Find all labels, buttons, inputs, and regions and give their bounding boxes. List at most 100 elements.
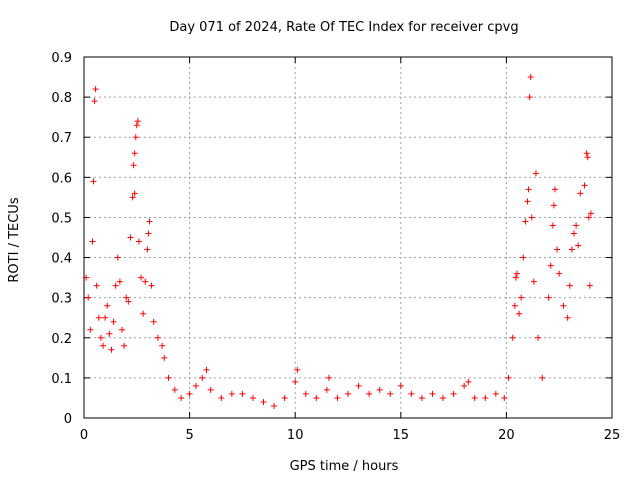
- data-point: [520, 254, 527, 261]
- data-point: [528, 214, 535, 221]
- data-point: [150, 318, 157, 325]
- data-point: [482, 394, 489, 401]
- data-point: [554, 246, 561, 253]
- data-point: [100, 342, 107, 349]
- data-point: [119, 326, 126, 333]
- data-point: [199, 374, 206, 381]
- data-point: [583, 150, 590, 157]
- x-axis-title: GPS time / hours: [290, 459, 399, 474]
- data-point: [145, 230, 152, 237]
- data-point: [85, 294, 92, 301]
- data-point: [102, 314, 109, 321]
- data-point: [471, 394, 478, 401]
- data-point: [239, 390, 246, 397]
- y-tick-label: 0.9: [51, 51, 72, 66]
- data-point: [192, 382, 199, 389]
- data-point: [511, 302, 518, 309]
- data-point: [123, 294, 130, 301]
- data-point: [564, 314, 571, 321]
- data-point: [133, 122, 140, 129]
- y-tick-label: 0.2: [51, 332, 72, 347]
- data-point: [513, 270, 520, 277]
- data-point: [527, 74, 534, 81]
- y-tick-label: 0.1: [51, 372, 72, 387]
- y-tick-label: 0.7: [51, 131, 72, 146]
- data-point: [535, 334, 542, 341]
- axis-ticks: 0 5 10 15 20 25 0 0.1 0.2 0.3 0.4 0.5 0.6 0.7 0.8 0.9: [51, 51, 620, 443]
- data-point: [112, 282, 119, 289]
- data-point: [302, 390, 309, 397]
- data-point: [585, 214, 592, 221]
- data-point: [281, 394, 288, 401]
- data-point: [125, 298, 132, 305]
- data-point: [505, 374, 512, 381]
- data-point: [110, 318, 117, 325]
- data-point: [577, 190, 584, 197]
- data-point: [203, 366, 210, 373]
- data-point: [334, 394, 341, 401]
- y-tick-label: 0.4: [51, 252, 72, 267]
- data-point: [573, 222, 580, 229]
- data-point: [530, 278, 537, 285]
- data-point: [512, 274, 519, 281]
- data-point: [526, 94, 533, 101]
- data-point: [387, 390, 394, 397]
- data-point: [429, 390, 436, 397]
- data-point: [89, 238, 96, 245]
- chart-title: Day 071 of 2024, Rate Of TEC Index for r…: [169, 20, 518, 35]
- data-point: [138, 274, 145, 281]
- data-point: [522, 218, 529, 225]
- y-tick-label: 0: [64, 412, 72, 427]
- data-point: [440, 394, 447, 401]
- plot-frame: [83, 56, 613, 419]
- data-point: [292, 378, 299, 385]
- data-point: [106, 330, 113, 337]
- data-point: [518, 294, 525, 301]
- data-point: [148, 282, 155, 289]
- data-point: [144, 246, 151, 253]
- data-point: [154, 334, 161, 341]
- data-point: [532, 170, 539, 177]
- x-tick-label: 0: [80, 428, 88, 443]
- data-point: [575, 242, 582, 249]
- data-point: [516, 310, 523, 317]
- data-point: [207, 386, 214, 393]
- data-point: [132, 134, 139, 141]
- data-point: [547, 262, 554, 269]
- data-point: [131, 190, 138, 197]
- data-point: [584, 154, 591, 161]
- data-point: [116, 278, 123, 285]
- data-point: [581, 182, 588, 189]
- data-point: [127, 234, 134, 241]
- data-point: [87, 326, 94, 333]
- data-point: [549, 222, 556, 229]
- data-point: [228, 390, 235, 397]
- data-point: [465, 378, 472, 385]
- x-tick-label: 25: [604, 428, 621, 443]
- data-point: [550, 202, 557, 209]
- data-point: [134, 118, 141, 125]
- data-point: [461, 382, 468, 389]
- data-point: [92, 86, 99, 93]
- data-point: [560, 302, 567, 309]
- data-point: [556, 270, 563, 277]
- data-point: [271, 402, 278, 409]
- data-point: [161, 354, 168, 361]
- data-point: [587, 210, 594, 217]
- data-point: [570, 230, 577, 237]
- data-point: [323, 386, 330, 393]
- y-tick-label: 0.3: [51, 292, 72, 307]
- data-point: [142, 278, 149, 285]
- data-point: [165, 374, 172, 381]
- data-point: [97, 334, 104, 341]
- data-point: [171, 386, 178, 393]
- x-tick-label: 10: [287, 428, 304, 443]
- data-point: [566, 282, 573, 289]
- data-point: [418, 394, 425, 401]
- data-point: [91, 98, 98, 105]
- data-point: [551, 186, 558, 193]
- data-point: [408, 390, 415, 397]
- x-tick-label: 20: [498, 428, 515, 443]
